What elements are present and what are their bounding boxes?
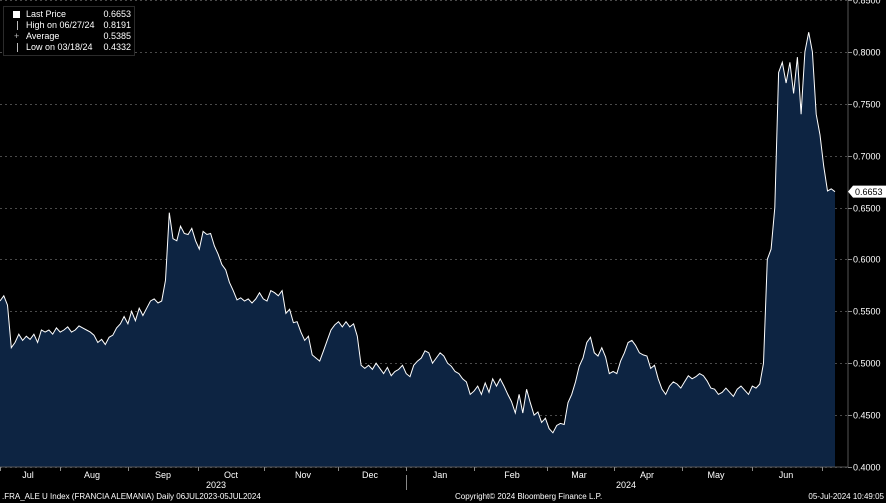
legend-item-last-price: Last Price 0.6653 bbox=[4, 9, 134, 20]
legend-label: Average bbox=[26, 31, 60, 41]
x-tick-label: Sep bbox=[155, 470, 171, 480]
legend-label: Low on 03/18/24 bbox=[26, 42, 93, 52]
legend-value: 0.6653 bbox=[103, 9, 131, 19]
y-axis: 0.4000 0.4500 0.5000 0.5500 0.6000 0.6500 0.70… bbox=[848, 0, 881, 473]
legend-value: 0.8191 bbox=[103, 20, 131, 30]
y-tick-label: 0.5500 bbox=[853, 307, 881, 317]
legend-label: Last Price bbox=[26, 9, 67, 19]
last-value-text: 0.6653 bbox=[855, 187, 883, 197]
x-year-label: 2023 bbox=[206, 480, 226, 490]
legend-value: 0.5385 bbox=[103, 31, 131, 41]
y-tick-label: 0.5000 bbox=[853, 359, 881, 369]
x-tick-label: Oct bbox=[224, 470, 239, 480]
footer: .FRA_ALE U Index (FRANCIA ALEMANIA) Dail… bbox=[0, 491, 886, 503]
index-description: .FRA_ALE U Index (FRANCIA ALEMANIA) Dail… bbox=[2, 492, 261, 501]
last-price-swatch-icon bbox=[13, 11, 20, 18]
copyright: Copyright© 2024 Bloomberg Finance L.P. bbox=[455, 492, 603, 501]
y-tick-label: 0.7500 bbox=[853, 100, 881, 110]
last-value-marker bbox=[848, 185, 886, 198]
x-tick-label: Nov bbox=[295, 470, 312, 480]
legend-item-high: High on 06/27/24 0.8191 bbox=[4, 20, 134, 31]
x-year-label: 2024 bbox=[616, 480, 636, 490]
x-tick-label: Apr bbox=[640, 470, 654, 480]
legend: Last Price 0.6653 High on 06/27/24 0.819… bbox=[3, 6, 135, 56]
x-tick-label: Jul bbox=[22, 470, 34, 480]
x-tick-label: Jun bbox=[779, 470, 794, 480]
average-marker-icon: + bbox=[14, 31, 20, 41]
high-marker-icon bbox=[17, 21, 18, 30]
legend-value: 0.4332 bbox=[103, 42, 131, 52]
x-tick-label: Feb bbox=[504, 470, 520, 480]
y-tick-label: 0.6000 bbox=[853, 255, 881, 265]
x-tick-label: May bbox=[707, 470, 725, 480]
area-fill bbox=[0, 32, 835, 467]
y-tick-label: 0.6500 bbox=[853, 204, 881, 214]
x-axis: Jul Aug Sep Oct Nov Dec Jan Feb Mar Apr May Jun 2023… bbox=[0, 467, 823, 490]
legend-label: High on 06/27/24 bbox=[26, 20, 95, 30]
timestamp: 05-Jul-2024 10:49:05 bbox=[808, 492, 884, 501]
y-tick-label: 0.4000 bbox=[853, 463, 881, 473]
last-value-label: 0.6653 bbox=[848, 185, 886, 198]
price-line bbox=[0, 32, 836, 434]
legend-item-average: + Average 0.5385 bbox=[4, 31, 134, 42]
y-tick-label: 0.4500 bbox=[853, 411, 881, 421]
x-tick-label: Mar bbox=[571, 470, 587, 480]
x-tick-label: Dec bbox=[362, 470, 379, 480]
y-tick-label: 0.8500 bbox=[853, 0, 881, 6]
y-tick-label: 0.8000 bbox=[853, 48, 881, 58]
x-tick-label: Aug bbox=[84, 470, 100, 480]
low-marker-icon bbox=[17, 43, 18, 52]
x-tick-label: Jan bbox=[433, 470, 448, 480]
y-tick-label: 0.7000 bbox=[853, 152, 881, 162]
legend-item-low: Low on 03/18/24 0.4332 bbox=[4, 42, 134, 53]
